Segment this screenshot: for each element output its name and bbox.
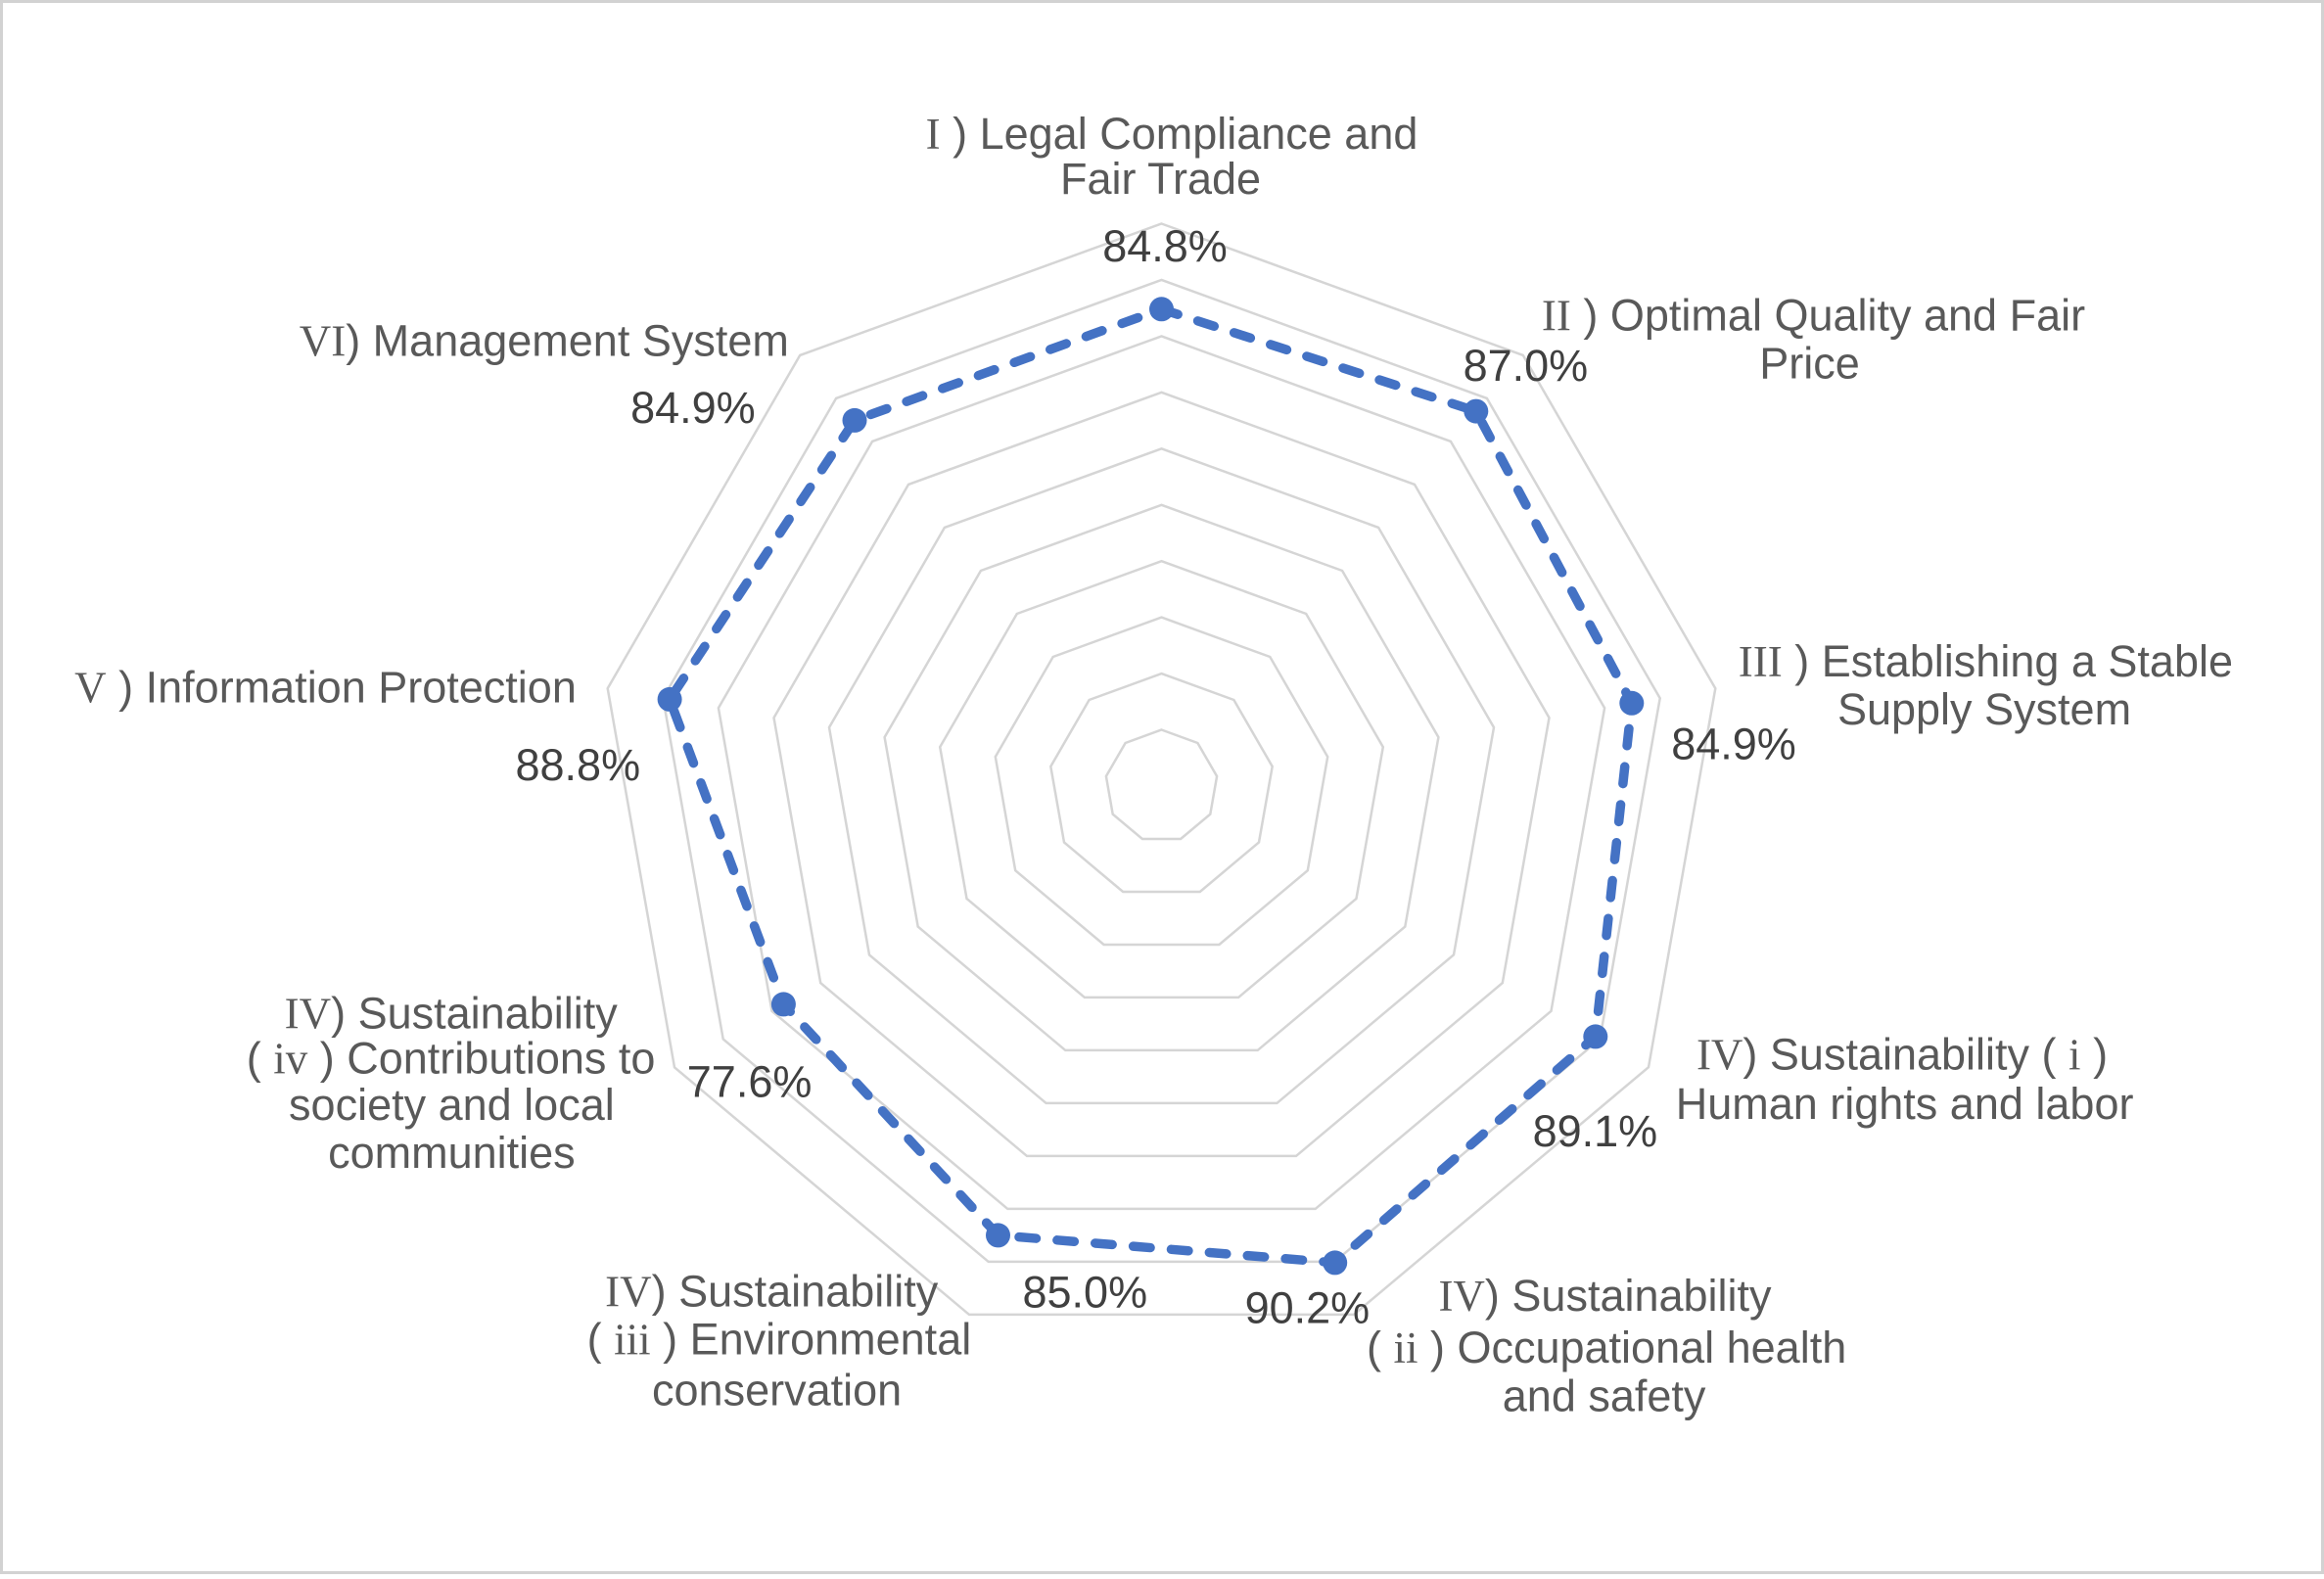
svg-text:VI) Management System: VI) Management System — [300, 316, 789, 366]
svg-text:77.6%: 77.6% — [687, 1056, 813, 1106]
svg-text:society and local: society and local — [289, 1080, 615, 1130]
svg-text:Supply System: Supply System — [1837, 684, 2131, 734]
svg-text:Fair Trade: Fair Trade — [1060, 154, 1261, 204]
svg-text:( ii ) Occupational health: ( ii ) Occupational health — [1367, 1323, 1846, 1372]
svg-text:I ) Legal Compliance and: I ) Legal Compliance and — [926, 109, 1418, 159]
svg-text:IV) Sustainability: IV) Sustainability — [285, 988, 619, 1038]
svg-text:IV) Sustainability: IV) Sustainability — [1438, 1271, 1772, 1321]
svg-text:Price: Price — [1759, 338, 1860, 388]
svg-text:84.8%: 84.8% — [1102, 221, 1228, 271]
svg-text:IV) Sustainability: IV) Sustainability — [605, 1267, 939, 1317]
svg-text:III ) Establishing a Stable: III ) Establishing a Stable — [1739, 636, 2233, 686]
svg-text:II ) Optimal Quality and Fair: II ) Optimal Quality and Fair — [1542, 290, 2085, 340]
svg-text:84.9%: 84.9% — [630, 383, 756, 433]
svg-text:87.0%: 87.0% — [1464, 341, 1589, 391]
svg-text:85.0%: 85.0% — [1022, 1268, 1147, 1318]
svg-text:( iv ) Contributions to: ( iv ) Contributions to — [247, 1033, 656, 1083]
svg-text:and safety: and safety — [1503, 1371, 1706, 1421]
svg-text:Human rights and labor: Human rights and labor — [1676, 1079, 2134, 1129]
svg-text:89.1%: 89.1% — [1533, 1106, 1658, 1156]
svg-text:88.8%: 88.8% — [515, 740, 640, 790]
svg-text:conservation: conservation — [652, 1365, 902, 1415]
svg-text:IV) Sustainability ( i ): IV) Sustainability ( i ) — [1697, 1030, 2108, 1080]
svg-text:( iii ) Environmental: ( iii ) Environmental — [587, 1315, 972, 1365]
svg-text:communities: communities — [328, 1128, 576, 1178]
svg-text:90.2%: 90.2% — [1245, 1282, 1371, 1332]
svg-text:84.9%: 84.9% — [1671, 719, 1796, 768]
svg-text:V ) Information Protection: V ) Information Protection — [74, 663, 577, 713]
